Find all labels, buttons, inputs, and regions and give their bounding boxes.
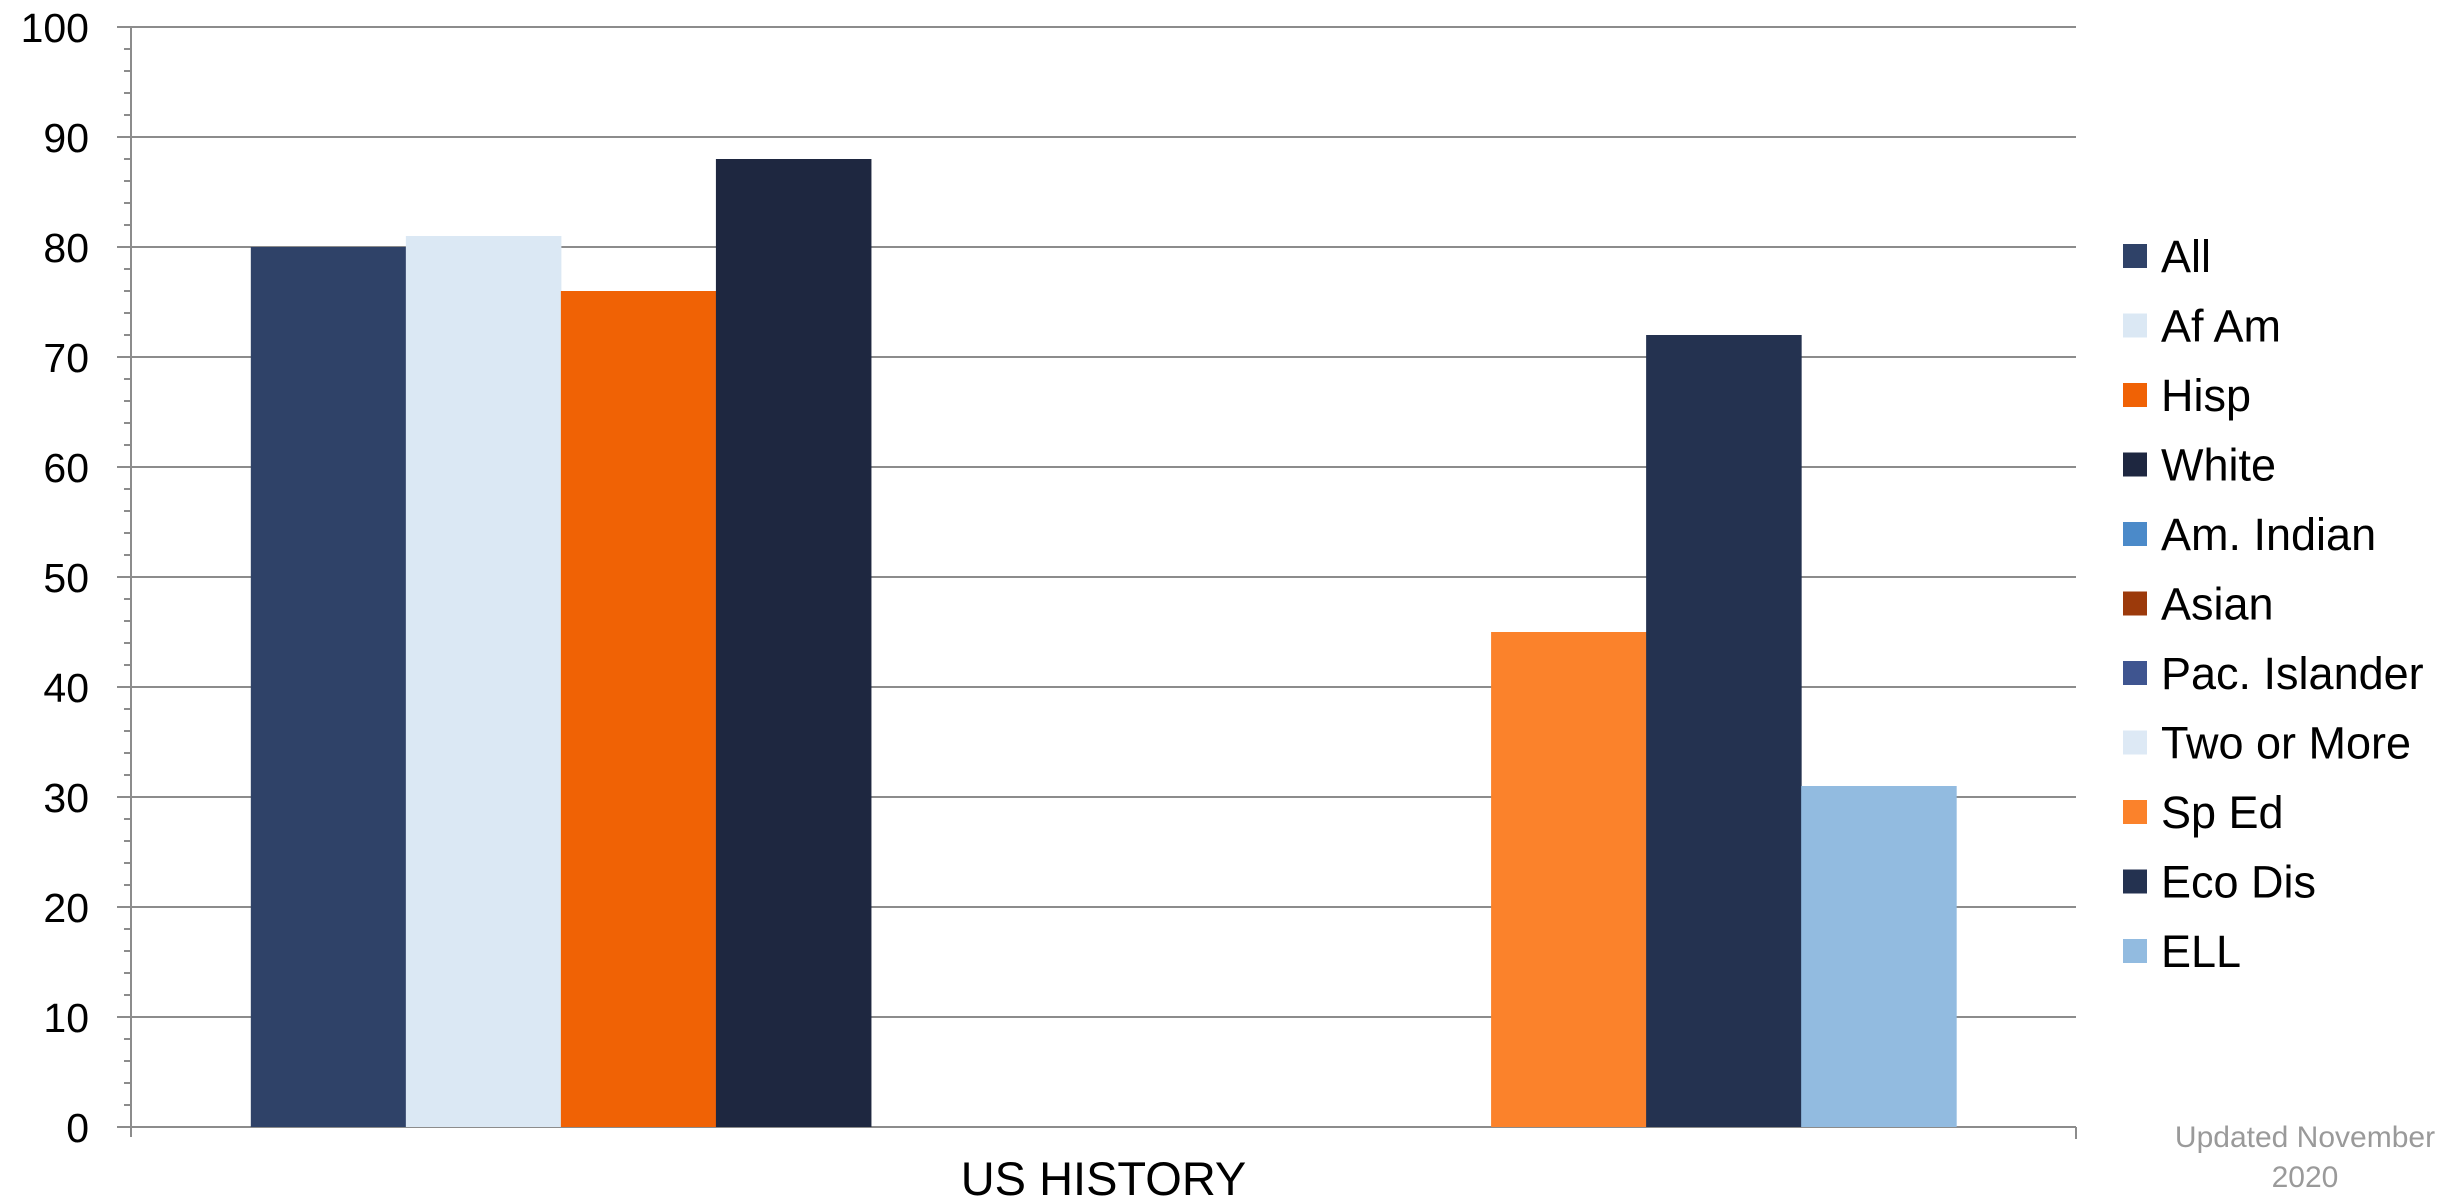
bar-sp-ed <box>1491 632 1647 1127</box>
legend-swatch <box>2123 661 2147 685</box>
y-tick-label: 100 <box>21 5 89 51</box>
legend-label: Hisp <box>2161 370 2251 421</box>
legend-swatch <box>2123 452 2147 477</box>
legend-label: All <box>2161 231 2211 282</box>
bar-hisp <box>560 291 717 1127</box>
legend-label: Am. Indian <box>2161 509 2376 560</box>
y-tick-label: 50 <box>43 555 89 601</box>
update-note-line-2: 2020 <box>2271 1161 2339 1194</box>
legend-swatch <box>2123 522 2147 546</box>
legend-item: Am. Indian <box>2123 509 2376 560</box>
bar-ell <box>1801 786 1957 1127</box>
legend-label: Af Am <box>2161 301 2281 352</box>
legend-swatch <box>2123 730 2147 755</box>
legend-swatch <box>2123 939 2147 963</box>
bar-eco-dis <box>1646 335 1802 1127</box>
legend-swatch <box>2123 244 2147 268</box>
bar-af-am <box>405 236 562 1127</box>
legend-swatch <box>2123 313 2147 338</box>
y-tick-label: 0 <box>66 1105 89 1151</box>
legend-item: Af Am <box>2123 301 2281 352</box>
bars <box>250 159 1957 1127</box>
legend-label: Pac. Islander <box>2161 648 2424 699</box>
bar-white <box>715 159 872 1127</box>
legend-swatch <box>2123 869 2147 894</box>
legend-swatch <box>2123 800 2147 824</box>
legend-item: Eco Dis <box>2123 857 2316 908</box>
legend-label: Eco Dis <box>2161 857 2316 908</box>
x-category-label: US HISTORY <box>961 1152 1247 1197</box>
legend-item: Sp Ed <box>2123 787 2284 838</box>
legend-item: All <box>2123 231 2211 282</box>
y-tick-label: 90 <box>43 115 89 161</box>
y-tick-label: 80 <box>43 225 89 271</box>
y-tick-label: 40 <box>43 665 89 711</box>
legend-item: ELL <box>2123 926 2241 977</box>
y-tick-label: 70 <box>43 335 89 381</box>
legend-label: Sp Ed <box>2161 787 2284 838</box>
y-tick-label: 20 <box>43 885 89 931</box>
legend-item: Asian <box>2123 579 2274 630</box>
legend-label: White <box>2161 440 2276 491</box>
legend-label: Asian <box>2161 579 2274 630</box>
legend-swatch <box>2123 591 2147 616</box>
bar-all <box>250 247 407 1127</box>
legend-label: Two or More <box>2161 718 2411 769</box>
legend-item: Two or More <box>2123 718 2411 769</box>
legend-item: Hisp <box>2123 370 2251 421</box>
legend-label: ELL <box>2161 926 2241 977</box>
legend-item: White <box>2123 440 2276 491</box>
axis-labels: 0 10 20 30 40 50 60 70 80 90 100 US HISTORY <box>21 5 1247 1197</box>
y-tick-label: 10 <box>43 995 89 1041</box>
y-tick-label: 30 <box>43 775 89 821</box>
y-tick-label: 60 <box>43 445 89 491</box>
legend-swatch <box>2123 383 2147 407</box>
legend-item: Pac. Islander <box>2123 648 2424 699</box>
legend: All Af Am Hisp White Am. Indian Asian Pac. Isl… <box>2123 231 2424 977</box>
update-note-line-1: Updated November <box>2174 1121 2436 1154</box>
update-note: Updated November 2020 <box>2160 1118 2450 1198</box>
